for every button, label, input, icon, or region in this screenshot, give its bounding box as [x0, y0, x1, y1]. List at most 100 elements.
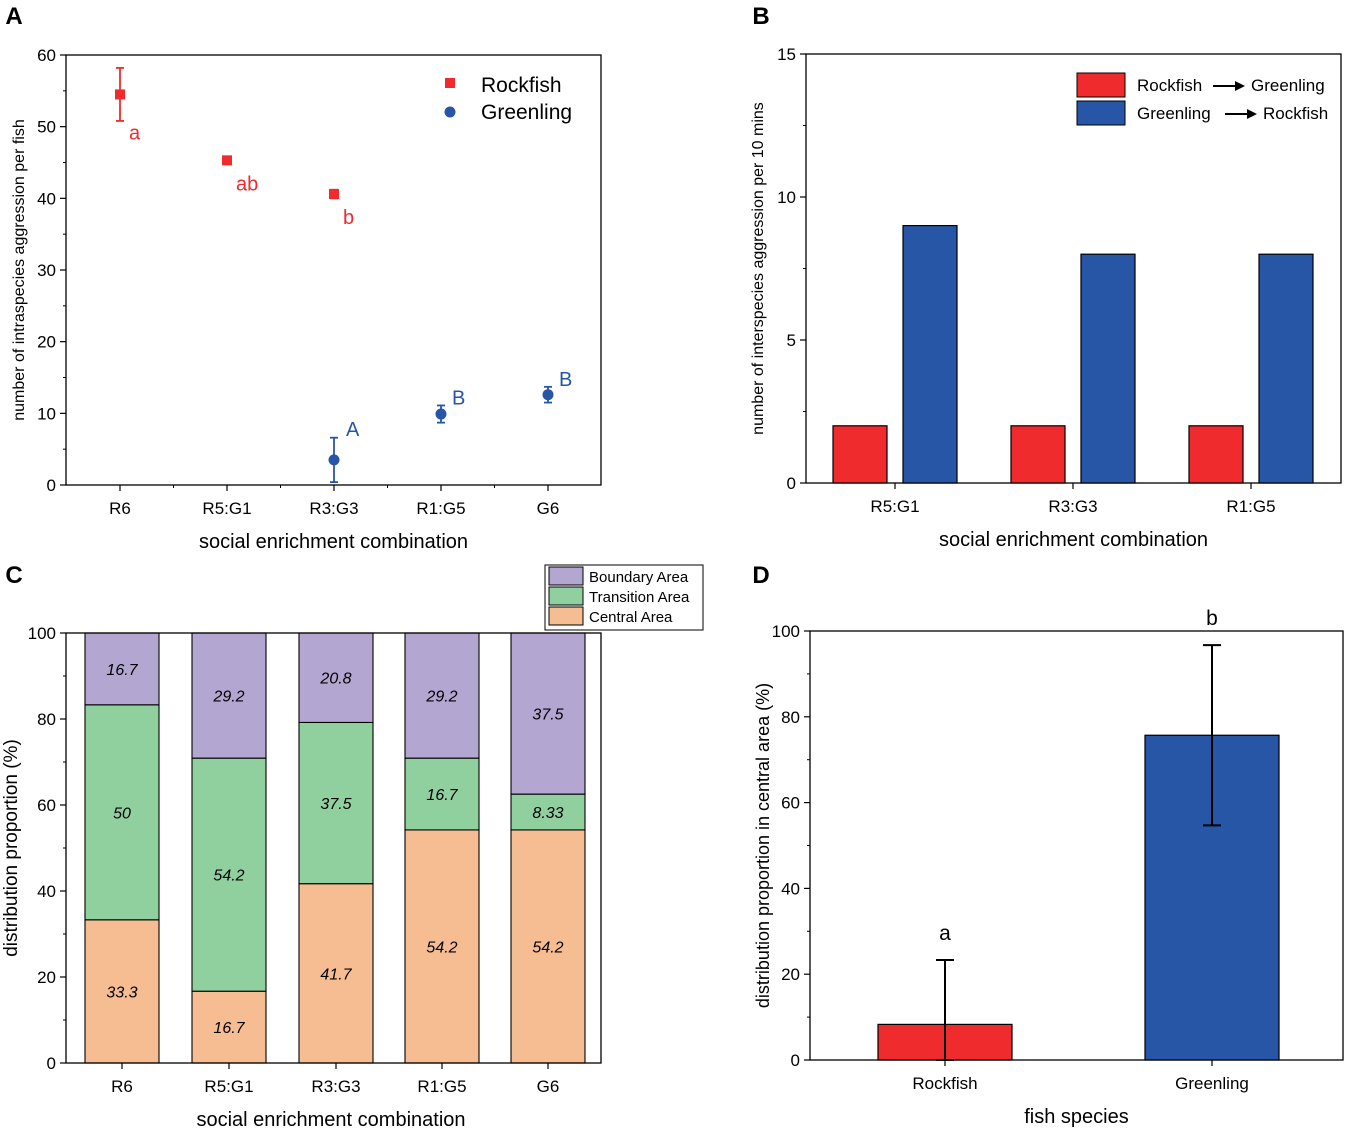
segment-value-label: 37.5 — [320, 796, 351, 813]
x-tick-label: G6 — [537, 499, 560, 518]
panel-c: C 33.3 50 16.7 16.7 54.2 29.2 41.7 37.5 20.8 54.2 1… — [1, 562, 704, 1128]
y-tick-label: 20 — [37, 333, 56, 352]
rockfish-point — [115, 89, 125, 100]
legend-swatch — [548, 566, 584, 586]
central-area-segment — [510, 829, 586, 1064]
greenling-point — [435, 408, 447, 420]
legend-source-label: Rockfish — [1137, 76, 1202, 95]
x-tick-label: G6 — [537, 1077, 560, 1096]
y-tick-label: 100 — [28, 624, 56, 643]
panel-b: B 0 5 10 15 R5:G1 R3:G3 R1:G5 social enrichment … — [750, 3, 1342, 551]
panel-label: A — [5, 3, 22, 30]
x-tick-label: R1:G5 — [417, 1077, 466, 1096]
boundary-area-segment — [191, 632, 267, 759]
y-tick-label: 10 — [777, 188, 796, 207]
y-tick-label: 60 — [781, 794, 800, 813]
transition-area-segment — [191, 757, 267, 992]
significance-letter: A — [346, 419, 360, 441]
legend-swatch — [548, 606, 584, 626]
panel-a: A 0 10 20 30 40 50 60 R6 R5:G1 R3:G3 R1:G5 G6 social … — [5, 3, 602, 553]
rockfish-bar — [832, 425, 888, 484]
segment-value-label: 20.8 — [319, 671, 351, 688]
significance-letter: B — [452, 387, 465, 409]
x-tick-label: R3:G3 — [1048, 497, 1097, 516]
x-tick-label: Greenling — [1175, 1074, 1249, 1093]
y-tick-label: 30 — [37, 261, 56, 280]
x-tick-label: R5:G1 — [870, 497, 919, 516]
legend-arrow-head — [1235, 81, 1245, 91]
y-tick-label: 15 — [777, 45, 796, 64]
significance-letter: b — [1206, 607, 1218, 630]
transition-area-segment — [298, 721, 374, 885]
y-axis-label: number of intraspecies aggression per fi… — [11, 119, 28, 421]
greenling-bar — [1080, 253, 1136, 484]
boundary-area-segment — [404, 632, 480, 759]
x-tick-label: R3:G3 — [311, 1077, 360, 1096]
central-area-segment — [298, 883, 374, 1064]
x-axis-label: social enrichment combination — [199, 531, 468, 553]
y-tick-label: 5 — [787, 331, 796, 350]
x-axis-label: social enrichment combination — [196, 1109, 465, 1128]
boundary-area-segment — [84, 632, 160, 706]
segment-value-label: 29.2 — [212, 689, 244, 706]
rockfish-point — [329, 189, 339, 200]
segment-value-label: 54.2 — [213, 868, 244, 885]
central-area-segment — [191, 990, 267, 1064]
segment-value-label: 54.2 — [426, 939, 457, 956]
transition-area-segment — [404, 757, 480, 831]
legend-greenling-label: Greenling — [481, 101, 572, 124]
y-tick-label: 60 — [37, 46, 56, 65]
transition-area-segment — [84, 704, 160, 921]
rockfish-point — [222, 155, 232, 166]
x-tick-label: Rockfish — [912, 1074, 977, 1093]
y-axis-label: number of interspecies aggression per 10… — [750, 102, 767, 435]
significance-letter: B — [559, 369, 572, 391]
y-tick-label: 0 — [791, 1051, 800, 1070]
x-tick-label: R1:G5 — [416, 499, 465, 518]
y-tick-label: 80 — [37, 710, 56, 729]
legend-greenling-swatch — [1076, 100, 1126, 126]
significance-letter: a — [939, 922, 951, 945]
y-tick-label: 60 — [37, 796, 56, 815]
legend-greenling-marker — [444, 106, 456, 118]
y-tick-label: 40 — [781, 879, 800, 898]
x-axis-label: social enrichment combination — [939, 529, 1208, 551]
legend-label: Boundary Area — [589, 569, 689, 586]
panel-label: C — [5, 562, 22, 589]
legend-rockfish-label: Rockfish — [481, 74, 562, 97]
legend-arrow-head — [1247, 109, 1257, 119]
greenling-bar — [902, 225, 958, 484]
rockfish-bar — [1010, 425, 1066, 484]
panel-label: D — [752, 562, 769, 589]
y-tick-label: 0 — [47, 1054, 56, 1073]
greenling-bar — [1258, 253, 1314, 484]
y-axis-label: distribution proportion (%) — [1, 739, 22, 957]
y-axis-label: distribution proportion in central area … — [753, 683, 773, 1008]
legend-source-label: Greenling — [1137, 104, 1211, 123]
legend-rockfish-swatch — [1076, 72, 1126, 98]
y-tick-label: 20 — [37, 968, 56, 987]
central-area-segment — [404, 829, 480, 1064]
y-tick-label: 0 — [47, 476, 56, 495]
transition-area-segment — [510, 793, 586, 831]
x-axis-label: fish species — [1024, 1106, 1129, 1128]
rockfish-bar — [1188, 425, 1244, 484]
legend-rockfish-marker — [445, 78, 455, 88]
y-tick-label: 20 — [781, 965, 800, 984]
y-tick-label: 40 — [37, 882, 56, 901]
segment-value-label: 41.7 — [320, 966, 352, 983]
legend-swatch — [548, 586, 584, 606]
y-tick-label: 0 — [787, 474, 796, 493]
segment-value-label: 16.7 — [426, 787, 458, 804]
significance-letter: a — [129, 122, 141, 144]
legend-target-label: Rockfish — [1263, 104, 1328, 123]
segment-value-label: 50 — [113, 805, 131, 822]
segment-value-label: 8.33 — [532, 805, 563, 822]
x-tick-label: R1:G5 — [1226, 497, 1275, 516]
x-tick-label: R5:G1 — [202, 499, 251, 518]
segment-value-label: 33.3 — [106, 984, 137, 1001]
greenling-point — [542, 389, 554, 401]
y-tick-label: 10 — [37, 404, 56, 423]
significance-letter: b — [343, 207, 354, 229]
